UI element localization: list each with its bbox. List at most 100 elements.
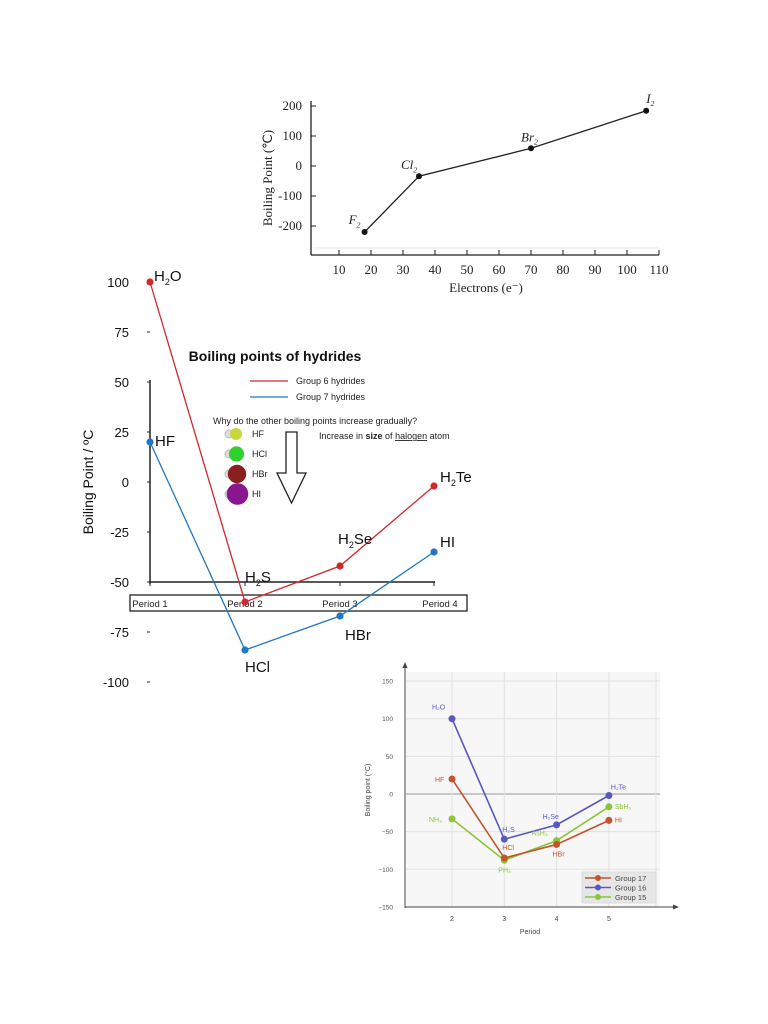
molecule-label: HCl <box>252 449 267 459</box>
y-tick-label: 0 <box>389 792 393 799</box>
data-point-I <box>643 107 650 114</box>
data-point-Cl <box>416 173 422 180</box>
data-label: NH₃ <box>429 817 442 824</box>
y-tick-label: 200 <box>283 98 303 113</box>
data-point <box>146 278 154 286</box>
y-axis-label: Boiling point (°C) <box>364 764 372 817</box>
data-label: Cl2 <box>401 157 417 174</box>
data-point <box>448 775 456 783</box>
x-tick-label: 110 <box>649 262 668 277</box>
data-label: AsH₃ <box>532 831 548 838</box>
y-axis-label: Boiling Point (℃) <box>260 130 275 226</box>
data-label: HF <box>155 433 175 450</box>
x-tick-label: 70 <box>525 262 538 277</box>
series-line-0 <box>149 281 435 603</box>
molecule-label: HBr <box>252 469 268 479</box>
data-label: SbH₃ <box>615 804 632 811</box>
data-point <box>553 821 561 829</box>
data-point <box>448 815 456 823</box>
y-tick-label: 100 <box>283 128 303 143</box>
data-point <box>553 840 561 848</box>
data-label: H₂Se <box>543 814 559 821</box>
series-line-0 <box>451 778 610 859</box>
y-tick-label: 50 <box>115 375 129 390</box>
x-tick-label: 20 <box>365 262 378 277</box>
y-tick-label: 50 <box>386 754 394 761</box>
halogen-atom-icon <box>230 428 242 440</box>
data-label: PH₃ <box>498 867 511 874</box>
data-point <box>605 792 613 800</box>
data-point <box>241 598 249 606</box>
x-tick-label: 40 <box>429 262 442 277</box>
molecule-label: HI <box>252 489 261 499</box>
data-point <box>146 438 154 446</box>
data-label: HI <box>615 817 622 824</box>
data-label: H2O <box>154 268 182 287</box>
x-tick-label: 80 <box>557 262 570 277</box>
y-tick-label: −50 <box>382 829 393 836</box>
down-arrow-icon <box>275 431 308 505</box>
x-tick-label: 3 <box>502 916 506 923</box>
x-tick-label: 60 <box>493 262 506 277</box>
data-label: HCl <box>502 845 514 852</box>
data-label: HF <box>435 777 444 784</box>
halogen-atom-icon <box>228 446 245 462</box>
data-point <box>500 835 508 843</box>
x-axis-arrow-icon <box>673 904 679 910</box>
legend-label: Group 16 <box>615 884 646 893</box>
x-axis-label: Electrons (e⁻) <box>449 280 523 295</box>
category-label: Period 3 <box>322 599 357 610</box>
series-line <box>364 110 647 233</box>
data-label: HI <box>440 534 455 551</box>
data-point <box>605 803 613 811</box>
legend-marker <box>595 884 601 891</box>
y-tick-label: −100 <box>378 867 393 874</box>
y-tick-label: -100 <box>103 675 129 690</box>
data-point <box>430 548 438 556</box>
data-label: HCl <box>245 659 270 676</box>
halogen-atom-icon <box>226 483 249 505</box>
x-tick-label: 10 <box>333 262 346 277</box>
legend-label: Group 15 <box>615 893 646 902</box>
x-tick-label: 5 <box>607 916 611 923</box>
x-tick-label: 100 <box>617 262 637 277</box>
x-tick-label: 50 <box>461 262 474 277</box>
x-tick-label: 90 <box>589 262 602 277</box>
data-label: F2 <box>348 212 361 229</box>
data-label: Br2 <box>521 129 538 146</box>
y-tick-label: 100 <box>107 275 129 290</box>
data-point <box>448 715 456 723</box>
data-label: H₂Te <box>611 785 626 792</box>
data-label: H2Se <box>338 531 372 550</box>
y-tick-label: 0 <box>122 475 129 490</box>
y-tick-label: 150 <box>382 679 393 686</box>
data-point <box>241 646 249 654</box>
category-label: Period 4 <box>422 599 457 610</box>
y-tick-label: 75 <box>115 325 129 340</box>
legend-label: Group 6 hydrides <box>296 376 366 386</box>
category-label: Period 1 <box>132 599 167 610</box>
x-tick-label: 2 <box>450 916 454 923</box>
legend-marker <box>595 894 601 900</box>
data-label: HBr <box>553 851 566 858</box>
y-tick-label: −150 <box>378 904 393 911</box>
y-tick-label: -75 <box>110 625 129 640</box>
legend-label: Group 17 <box>615 874 646 883</box>
y-tick-label: -100 <box>278 188 302 203</box>
chart-2: Boiling points of hydrides 100 75 50 25 0 -25 -… <box>80 268 472 690</box>
annotation-note: Increase in size of halogen atom <box>319 431 450 441</box>
chart-1: 200 100 0 -100 -200 10 20 30 40 50 60 70 80 90 100 110 E… <box>260 91 669 295</box>
x-tick-label: 30 <box>397 262 410 277</box>
data-point <box>430 482 438 490</box>
legend-marker <box>595 875 601 881</box>
data-label: H2S <box>245 569 271 588</box>
data-point <box>336 612 344 620</box>
y-tick-label: -25 <box>110 525 129 540</box>
category-box <box>129 594 468 612</box>
data-point-Br <box>528 145 534 152</box>
data-point-F <box>361 229 368 235</box>
chart-title: Boiling points of hydrides <box>189 348 362 364</box>
data-point <box>336 562 344 570</box>
x-axis-label: Period <box>520 929 540 936</box>
